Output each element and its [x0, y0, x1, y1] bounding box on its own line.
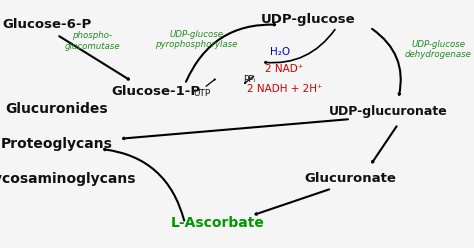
Text: Glucose-1-P: Glucose-1-P: [112, 85, 201, 98]
Text: UDP-glucose
dehydrogenase: UDP-glucose dehydrogenase: [405, 40, 472, 59]
Text: UDP-glucuronate: UDP-glucuronate: [329, 105, 448, 118]
Text: Proteoglycans: Proteoglycans: [1, 137, 113, 151]
Text: UDP-glucose: UDP-glucose: [261, 13, 356, 26]
Text: 2 NADH + 2H⁺: 2 NADH + 2H⁺: [246, 84, 322, 94]
Text: H₂O: H₂O: [270, 47, 290, 57]
Text: UDP-glucose
pyrophosphorylase: UDP-glucose pyrophosphorylase: [155, 30, 238, 49]
Text: PPᵢ: PPᵢ: [243, 75, 255, 84]
Text: Glucuronate: Glucuronate: [305, 172, 397, 185]
Text: 2 NAD⁺: 2 NAD⁺: [265, 64, 303, 74]
Text: Glucose-6-P: Glucose-6-P: [3, 18, 92, 31]
Text: UTP: UTP: [193, 89, 210, 97]
Text: phospho-
glucomutase: phospho- glucomutase: [64, 31, 120, 51]
Text: Glycosaminoglycans: Glycosaminoglycans: [0, 172, 136, 186]
Text: L-Ascorbate: L-Ascorbate: [171, 216, 265, 230]
Text: Glucuronides: Glucuronides: [6, 102, 108, 116]
